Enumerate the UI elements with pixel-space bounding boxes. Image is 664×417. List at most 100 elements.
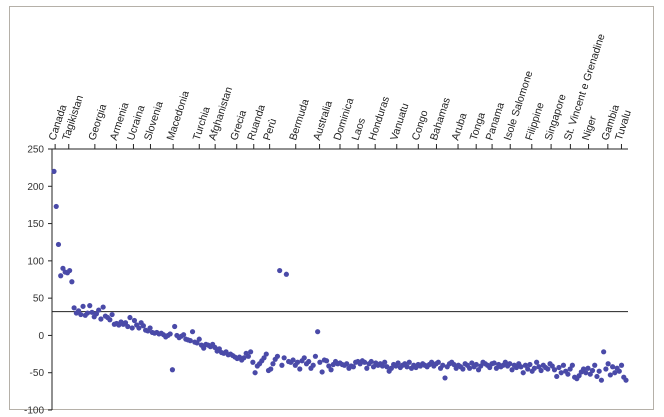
data-point bbox=[451, 361, 457, 368]
data-point bbox=[194, 340, 200, 346]
data-point bbox=[263, 351, 269, 357]
y-tick-label: 50 bbox=[33, 294, 45, 305]
data-point bbox=[100, 304, 106, 310]
data-point bbox=[98, 316, 104, 322]
data-point bbox=[172, 323, 178, 330]
data-point bbox=[607, 372, 613, 378]
data-point bbox=[84, 310, 91, 316]
data-point bbox=[312, 353, 319, 359]
data-point bbox=[592, 362, 598, 368]
data-point bbox=[435, 359, 441, 365]
data-point bbox=[518, 364, 524, 370]
data-point bbox=[616, 368, 622, 374]
category-label: Laos bbox=[350, 117, 368, 142]
data-point bbox=[187, 338, 193, 344]
data-point bbox=[67, 267, 73, 274]
data-point bbox=[129, 325, 135, 331]
data-point bbox=[388, 365, 394, 371]
data-point bbox=[382, 359, 388, 365]
data-point bbox=[513, 364, 520, 371]
data-point bbox=[478, 363, 484, 369]
data-point bbox=[80, 303, 86, 309]
data-point bbox=[252, 370, 258, 376]
data-point bbox=[78, 311, 84, 318]
data-point bbox=[527, 361, 533, 368]
y-tick-label: 250 bbox=[27, 145, 44, 156]
data-point bbox=[589, 367, 596, 374]
data-point bbox=[493, 365, 500, 371]
data-point bbox=[89, 309, 95, 315]
data-point bbox=[125, 323, 131, 330]
data-point bbox=[612, 370, 618, 376]
category-label: Bahamas bbox=[428, 96, 453, 142]
data-point bbox=[51, 168, 57, 174]
data-point bbox=[55, 241, 62, 248]
data-point bbox=[551, 367, 558, 373]
data-point bbox=[297, 366, 303, 372]
data-point bbox=[248, 349, 254, 355]
data-point bbox=[569, 362, 575, 368]
y-tick-label: 0 bbox=[38, 331, 44, 342]
data-point bbox=[538, 367, 544, 374]
data-point bbox=[281, 355, 287, 361]
category-label: Perù bbox=[261, 117, 279, 142]
data-point bbox=[603, 366, 609, 372]
data-point bbox=[558, 370, 564, 376]
data-point bbox=[75, 308, 82, 314]
data-point bbox=[534, 359, 540, 365]
data-point bbox=[395, 360, 401, 366]
data-point bbox=[364, 365, 370, 371]
data-point bbox=[107, 317, 113, 323]
data-point bbox=[270, 361, 276, 367]
data-point bbox=[520, 370, 526, 376]
data-point bbox=[201, 345, 207, 351]
data-point bbox=[605, 361, 611, 367]
data-point bbox=[601, 349, 607, 355]
data-point bbox=[71, 305, 77, 311]
y-tick-label: 200 bbox=[27, 182, 44, 193]
category-label: Aruba bbox=[449, 111, 469, 142]
data-point bbox=[140, 323, 146, 329]
data-point bbox=[370, 364, 377, 370]
data-point bbox=[167, 331, 173, 337]
data-point bbox=[442, 375, 448, 381]
data-point bbox=[502, 359, 508, 365]
y-tick-label: -50 bbox=[30, 368, 45, 379]
data-point bbox=[585, 365, 591, 371]
data-point bbox=[261, 355, 267, 361]
data-point bbox=[241, 355, 247, 361]
data-point bbox=[169, 367, 176, 373]
data-point bbox=[180, 332, 187, 338]
data-point bbox=[315, 329, 321, 335]
data-point bbox=[326, 363, 332, 369]
data-point bbox=[473, 361, 479, 368]
data-point bbox=[460, 366, 466, 372]
category-label: Macedonia bbox=[165, 89, 192, 142]
data-point bbox=[429, 359, 435, 365]
data-point bbox=[196, 336, 202, 342]
y-tick-label: 150 bbox=[27, 219, 44, 230]
data-point bbox=[109, 311, 115, 318]
data-point bbox=[323, 358, 330, 364]
chart-frame bbox=[9, 6, 654, 410]
data-point bbox=[554, 373, 560, 380]
data-point bbox=[507, 361, 513, 367]
data-point bbox=[576, 373, 582, 379]
data-point bbox=[274, 353, 281, 359]
data-point bbox=[87, 303, 93, 309]
data-point bbox=[212, 344, 218, 350]
category-label: Bermuda bbox=[287, 98, 312, 142]
data-point bbox=[350, 364, 357, 370]
data-point bbox=[283, 271, 289, 277]
data-point bbox=[560, 362, 567, 368]
category-label: Vanuatu bbox=[388, 102, 411, 142]
data-point bbox=[469, 360, 475, 366]
data-point bbox=[536, 364, 542, 370]
data-point bbox=[466, 365, 473, 371]
data-point bbox=[306, 358, 312, 365]
data-point bbox=[491, 360, 497, 366]
data-point bbox=[440, 362, 446, 368]
data-point bbox=[379, 363, 386, 369]
data-point bbox=[509, 367, 515, 373]
data-point bbox=[580, 366, 587, 372]
